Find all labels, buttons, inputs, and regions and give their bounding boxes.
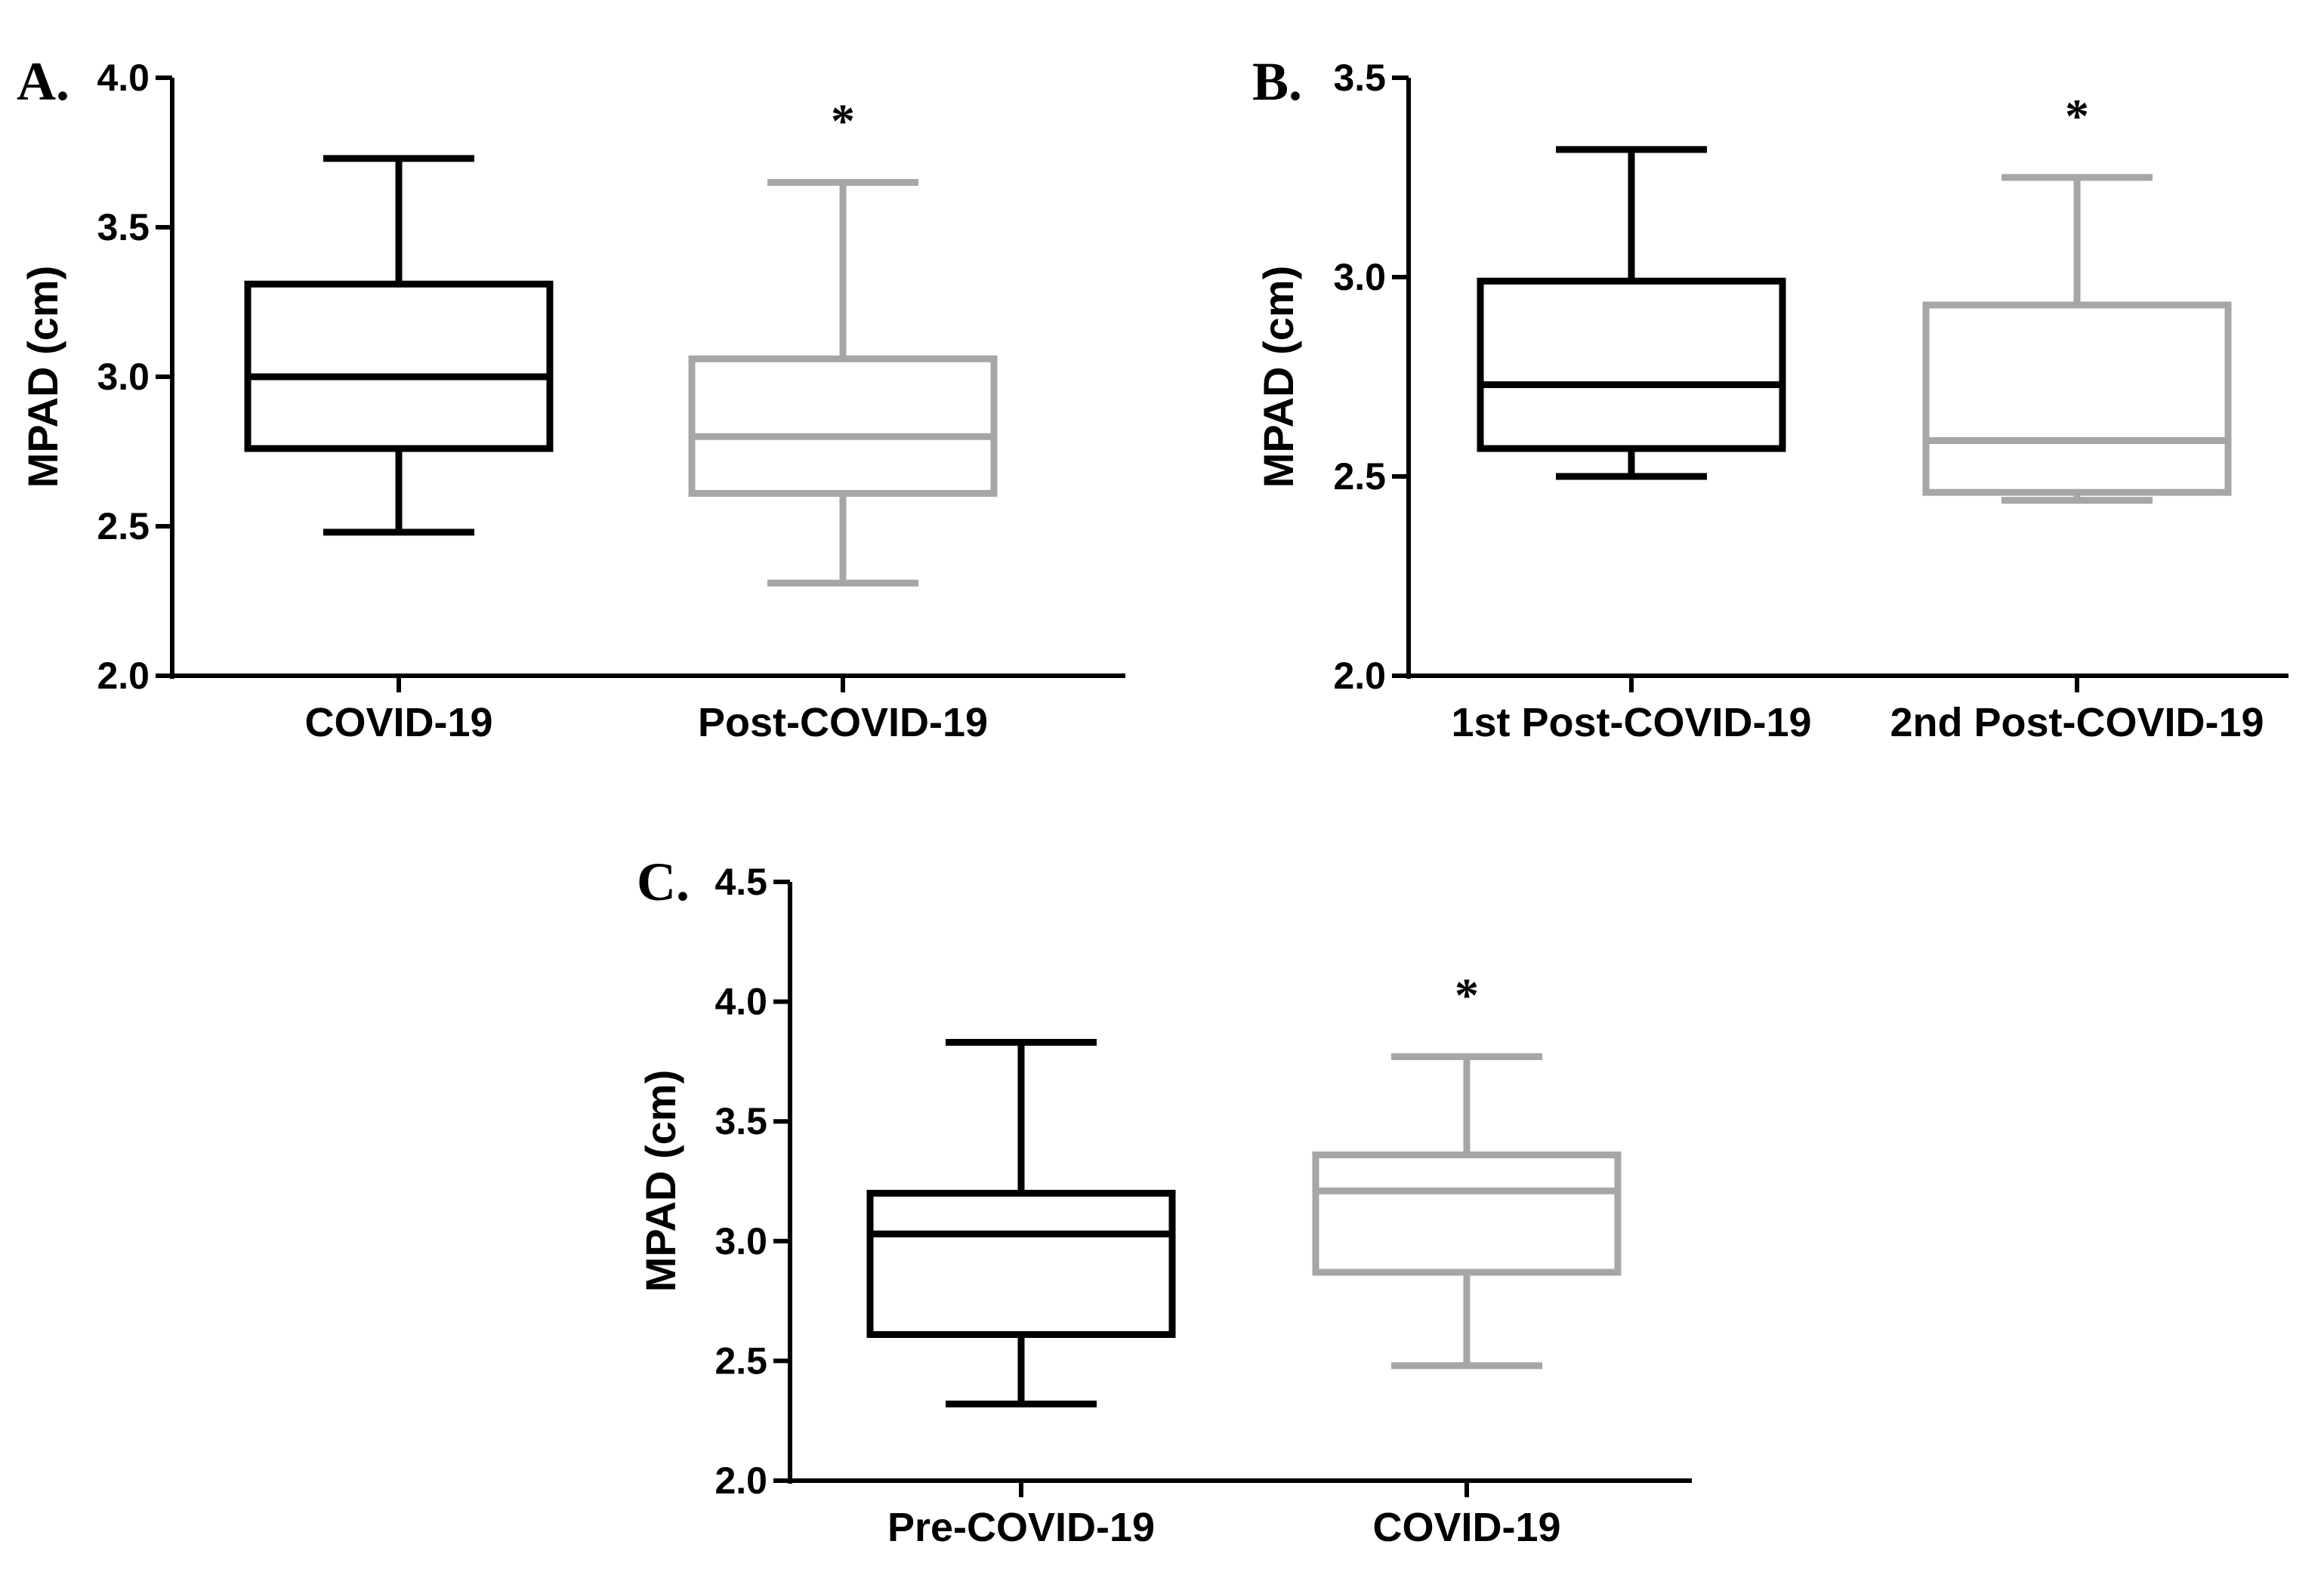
y-tick-label: 2.0	[1333, 655, 1386, 697]
y-tick-label: 3.5	[714, 1100, 767, 1142]
y-tick-label: 4.5	[714, 861, 767, 903]
box-iqr	[1477, 277, 1786, 452]
y-tick-label: 2.0	[97, 655, 150, 697]
x-category-label: 2nd Post-COVID-19	[1890, 700, 2264, 745]
significance-marker: *	[1455, 969, 1479, 1022]
y-axis-title: MPAD (cm)	[1255, 266, 1302, 489]
y-tick-label: 2.5	[1333, 455, 1386, 498]
significance-marker: *	[2065, 89, 2089, 143]
panel-1: A. 2.0 2.5 3.0 3.5 4.0 MPAD (cm) COVID-19 Post-C…	[17, 51, 1125, 745]
box-iqr	[1312, 1151, 1622, 1276]
panel-2: B. 2.0 2.5 3.0 3.5 MPAD (cm) 1st Post-COVID-19…	[1252, 51, 2289, 745]
box-series-1: 1st Post-COVID-19	[1451, 146, 1812, 745]
y-tick-label: 2.5	[97, 505, 150, 547]
panel-3: C. 2.0 2.5 3.0 3.5 4.0 4.5 MPAD (cm) Pre-COVID-1…	[637, 852, 1692, 1550]
x-category-label: Post-COVID-19	[698, 700, 988, 745]
x-category-label: COVID-19	[1372, 1505, 1560, 1550]
panel-letter: B.	[1252, 51, 1302, 112]
y-tick-label: 2.5	[714, 1339, 767, 1382]
panel-letter: A.	[17, 51, 69, 112]
y-tick-label: 3.5	[97, 206, 150, 248]
box-series-1: COVID-19	[244, 155, 554, 745]
x-category-label: 1st Post-COVID-19	[1451, 700, 1811, 745]
y-axis-title: MPAD (cm)	[19, 266, 66, 489]
y-tick-label: 3.0	[97, 356, 150, 398]
box-series-2: Post-COVID-19 *	[688, 94, 998, 745]
x-category-label: Pre-COVID-19	[887, 1505, 1155, 1550]
x-category-label: COVID-19	[304, 700, 492, 745]
box-series-1: Pre-COVID-19	[866, 1039, 1176, 1550]
y-tick-label: 3.0	[1333, 256, 1386, 298]
y-tick-label: 2.0	[714, 1459, 767, 1502]
box-iqr	[688, 355, 998, 497]
y-tick-label: 3.0	[714, 1220, 767, 1262]
y-tick-label: 3.5	[1333, 57, 1386, 99]
box-iqr	[1922, 301, 2232, 496]
y-tick-label: 4.0	[714, 981, 767, 1023]
box-series-2: 2nd Post-COVID-19 *	[1890, 89, 2264, 745]
box-iqr	[866, 1189, 1176, 1339]
box-iqr	[244, 280, 554, 452]
y-axis-title: MPAD (cm)	[637, 1070, 684, 1293]
box-series-2: COVID-19 *	[1312, 969, 1622, 1550]
panel-letter: C.	[637, 852, 690, 912]
y-tick-label: 4.0	[97, 57, 150, 99]
significance-marker: *	[831, 94, 855, 148]
